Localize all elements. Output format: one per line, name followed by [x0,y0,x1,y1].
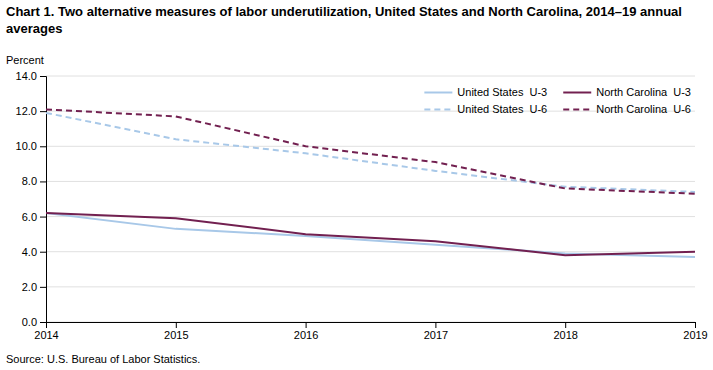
x-tick-mark [176,322,177,328]
x-tick: 2018 [553,322,577,341]
y-tick: 0.0 [22,316,46,328]
y-tick-mark [40,111,46,112]
grid-line [46,286,695,287]
x-tick-label: 2019 [683,329,707,341]
grid-line [46,181,695,182]
x-tick-mark [306,322,307,328]
y-tick-label: 8.0 [22,175,37,187]
y-tick: 12.0 [16,105,46,117]
legend-swatch [424,92,452,94]
x-tick-label: 2017 [424,329,448,341]
legend-item: United States U-3 [424,86,547,98]
legend-item: North Carolina U-6 [563,103,691,115]
lines [46,109,695,257]
chart: Chart 1. Two alternative measures of lab… [0,0,713,370]
legend-label: United States U-3 [457,86,547,98]
y-tick-label: 0.0 [22,316,37,328]
legend-swatch [563,109,591,111]
y-tick-label: 2.0 [22,281,37,293]
legend-item: United States U-6 [424,103,547,115]
y-tick-label: 10.0 [16,140,37,152]
y-tick: 4.0 [22,246,46,258]
plot-area: 2014 2015 2016 2017 2018 2019 0.0 2.0 4.0 6.0 8.0 1… [16,70,708,341]
x-tick: 2017 [424,322,448,341]
y-tick: 6.0 [22,211,46,223]
x-tick-mark [565,322,566,328]
x-tick: 2015 [164,322,188,341]
y-tick-mark [40,252,46,253]
y-tick-label: 6.0 [22,211,37,223]
grid-line [46,146,695,147]
y-tick-label: 4.0 [22,246,37,258]
legend-label: North Carolina U-6 [596,103,691,115]
x-tick: 2019 [683,322,707,341]
source-note: Source: U.S. Bureau of Labor Statistics. [6,353,200,365]
legend-item: North Carolina U-3 [563,86,691,98]
title-line: Chart 1. Two alternative measures of lab… [6,4,682,19]
legend-swatch [563,92,591,94]
y-tick: 2.0 [22,281,46,293]
series-line [46,109,695,193]
y-axis: 0.0 2.0 4.0 6.0 8.0 10.0 12.0 14.0 [16,70,47,328]
x-axis-line [47,323,696,329]
x-tick: 2016 [294,322,318,341]
y-tick-mark [40,322,46,323]
legend-label: North Carolina U-3 [596,86,691,98]
legend-swatch [424,109,452,111]
y-tick-mark [40,287,46,288]
y-tick: 10.0 [16,140,46,152]
series-line [46,213,695,255]
y-tick-mark [40,181,46,182]
y-axis-line [40,77,47,323]
y-tick-mark [40,146,46,147]
y-tick-label: 14.0 [16,70,37,82]
grid [46,76,695,322]
y-tick-mark [40,217,46,218]
y-tick-mark [40,76,46,77]
title-line: averages [6,21,62,36]
legend-label: United States U-6 [457,103,547,115]
x-tick-label: 2014 [34,329,58,341]
legend: United States U-3 United States U-6 North … [424,86,691,115]
grid-line [46,251,695,252]
title: Chart 1. Two alternative measures of lab… [6,4,682,36]
x-tick-mark [695,322,696,328]
x-tick: 2014 [34,322,58,341]
y-tick-label: 12.0 [16,105,37,117]
series-line [46,213,695,257]
y-tick: 14.0 [16,70,46,82]
grid-line [46,76,695,77]
y-axis-title: Percent [6,54,44,66]
series-line [46,113,695,192]
x-axis: 2014 2015 2016 2017 2018 2019 [34,322,707,341]
x-tick-label: 2016 [294,329,318,341]
x-tick-label: 2018 [553,329,577,341]
y-tick: 8.0 [22,175,46,187]
x-tick-label: 2015 [164,329,188,341]
x-tick-mark [435,322,436,328]
